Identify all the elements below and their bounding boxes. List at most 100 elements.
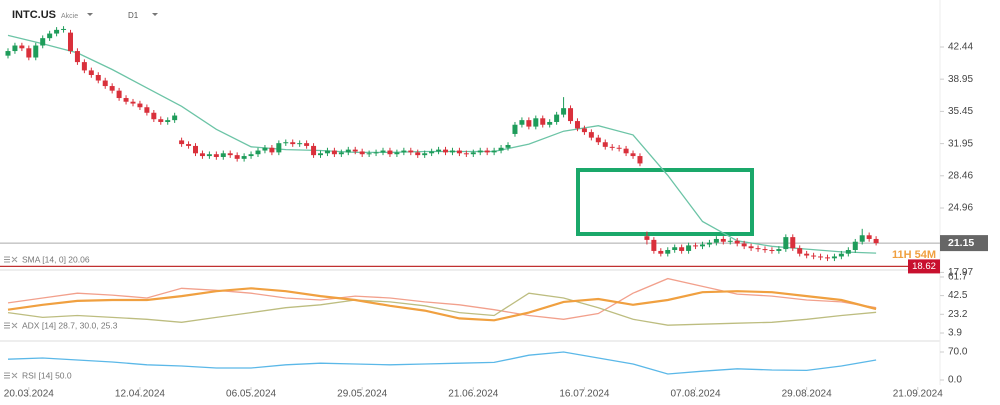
candle-body [269, 147, 275, 153]
candle-body [394, 152, 400, 155]
candle-body [776, 249, 782, 251]
candle-body [818, 256, 824, 258]
dropdown-arrow[interactable] [152, 13, 158, 16]
candle-body [179, 140, 185, 145]
candle-body [484, 150, 490, 153]
candle-body [40, 38, 46, 46]
candle-body [651, 239, 657, 251]
y-tick-label: 0.0 [948, 375, 962, 386]
rsi-label: RSI [14] 50.0 [22, 370, 72, 380]
y-tick-label: 24.96 [948, 203, 973, 214]
y-tick-label: 28.46 [948, 170, 973, 181]
candle-body [47, 33, 53, 39]
candle-body [172, 115, 178, 121]
candle-body [713, 238, 719, 243]
candle-body [797, 248, 803, 254]
candle-body [429, 151, 435, 154]
candle-body [95, 75, 101, 81]
x-tick-label: 29.05.2024 [337, 389, 387, 400]
candle-body [165, 120, 171, 122]
sma-label: SMA [14, 0] 20.06 [22, 254, 90, 264]
candle-body [262, 147, 268, 151]
last-price-label: 21.15 [948, 237, 974, 249]
candle-body [213, 154, 219, 157]
x-tick-label: 20.03.2024 [4, 389, 54, 400]
candle-body [693, 245, 699, 247]
candle-body [137, 103, 143, 108]
candle-body [352, 149, 358, 152]
candle-body [602, 142, 608, 147]
candle-body [116, 90, 122, 99]
adx-label: ADX [14] 28.7, 30.0, 25.3 [22, 320, 118, 330]
candle-body [387, 150, 393, 155]
candle-body [686, 245, 692, 251]
candle-body [574, 121, 580, 129]
candle-body [470, 152, 476, 155]
candle-body [873, 238, 879, 244]
countdown: 11H 54M [892, 249, 936, 261]
level-box [908, 259, 940, 274]
candle-body [658, 250, 664, 254]
candle-body [227, 153, 233, 156]
x-tick-label: 07.08.2024 [671, 389, 721, 400]
y-tick-label: 17.97 [948, 267, 973, 278]
candle-body [102, 80, 108, 87]
symbol[interactable]: INTC.US [12, 9, 56, 21]
candle-body [276, 143, 282, 153]
candle-body [331, 150, 337, 155]
x-tick-label: 21.09.2024 [893, 389, 943, 400]
y-tick-label: 70.0 [948, 347, 968, 358]
level-label: 18.62 [912, 261, 936, 272]
candle-body [248, 154, 254, 157]
candle-body [755, 248, 761, 250]
adx-line [7, 277, 877, 320]
candle-body [519, 120, 525, 125]
candle-body [498, 147, 504, 151]
candle-body [588, 132, 594, 138]
candle-body [859, 235, 865, 242]
candle-body [297, 143, 303, 145]
candle-body [672, 247, 678, 251]
y-tick-label: 3.9 [948, 328, 962, 339]
candle-body [234, 155, 240, 159]
candle-body [581, 128, 587, 133]
candle-body [734, 240, 740, 244]
candle-body [644, 236, 650, 240]
candle-body [540, 118, 546, 125]
candle-body [151, 112, 157, 120]
candle-body [477, 150, 483, 153]
candle-body [665, 250, 671, 254]
candle-body [699, 244, 705, 247]
candle-body [88, 70, 94, 76]
candle-body [311, 145, 317, 156]
candle-body [324, 150, 330, 154]
candle-body [366, 153, 372, 155]
candle-body [26, 48, 32, 58]
candle-body [422, 153, 428, 156]
candle-body [845, 250, 851, 254]
candle-body [762, 249, 768, 251]
candle-body [193, 145, 199, 154]
timeframe[interactable]: D1 [128, 11, 139, 20]
candle-body [130, 101, 136, 104]
candle-body [186, 144, 192, 146]
candle-body [838, 253, 844, 257]
candle-body [54, 29, 60, 34]
y-tick-label: 61.7 [948, 272, 968, 283]
candle-body [456, 150, 462, 154]
candle-body [61, 28, 67, 30]
candle-body [616, 147, 622, 149]
adx-line [7, 292, 877, 326]
candle-body [373, 152, 379, 154]
candle-body [415, 152, 421, 156]
candle-body [706, 242, 712, 245]
candle-body [12, 45, 18, 52]
candle-body [623, 148, 629, 154]
candle-body [338, 152, 344, 155]
x-tick-label: 21.06.2024 [448, 389, 498, 400]
candle-body [526, 120, 532, 127]
candle-body [811, 255, 817, 257]
dropdown-arrow[interactable] [87, 13, 93, 16]
candle-body [206, 154, 212, 157]
